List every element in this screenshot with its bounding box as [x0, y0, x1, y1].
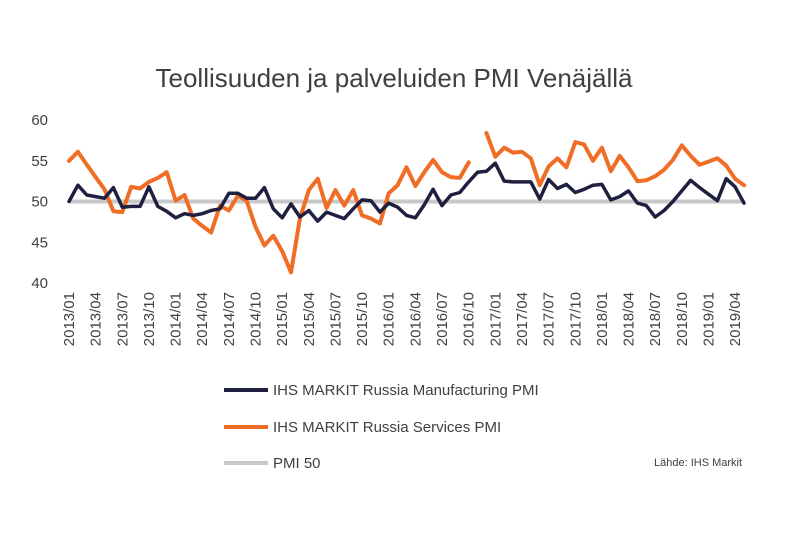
x-axis: 2013/01 2013/04 2013/07 2013/10 2014/01 2014/… [61, 292, 744, 346]
x-tick-label: 2019/04 [727, 292, 744, 346]
x-tick-label: 2016/01 [381, 292, 398, 346]
x-tick-label: 2018/10 [674, 292, 691, 346]
legend: IHS MARKIT Russia Manufacturing PMI IHS … [224, 382, 539, 472]
series-line-manufacturing [67, 161, 746, 223]
x-tick-label: 2016/04 [407, 292, 424, 346]
x-tick-label: 2015/10 [354, 292, 371, 346]
x-tick-label: 2016/10 [461, 292, 478, 346]
y-tick-label: 60 [31, 112, 48, 129]
legend-label-services: IHS MARKIT Russia Services PMI [273, 419, 501, 436]
x-tick-label: 2013/10 [141, 292, 158, 346]
plot-area [67, 131, 746, 275]
y-tick-label: 40 [31, 275, 48, 292]
x-tick-label: 2014/01 [168, 292, 185, 346]
x-tick-label: 2015/01 [274, 292, 291, 346]
x-tick-label: 2018/01 [594, 292, 611, 346]
x-tick-label: 2019/01 [700, 292, 717, 346]
y-tick-label: 45 [31, 234, 48, 251]
chart-title: Teollisuuden ja palveluiden PMI Venäjäll… [156, 63, 634, 93]
y-tick-label: 55 [31, 153, 48, 170]
x-tick-label: 2015/07 [327, 292, 344, 346]
x-tick-label: 2017/04 [514, 292, 531, 346]
x-tick-label: 2014/10 [248, 292, 265, 346]
legend-label-pmi50: PMI 50 [273, 455, 321, 472]
x-tick-label: 2017/01 [487, 292, 504, 346]
source-note: Lähde: IHS Markit [654, 457, 742, 469]
x-tick-label: 2015/04 [301, 292, 318, 346]
x-tick-label: 2013/01 [61, 292, 78, 346]
x-tick-label: 2018/04 [621, 292, 638, 346]
x-tick-label: 2017/10 [567, 292, 584, 346]
y-axis: 40 45 50 55 60 [31, 112, 48, 292]
x-tick-label: 2013/07 [114, 292, 131, 346]
x-tick-label: 2017/07 [541, 292, 558, 346]
x-tick-label: 2014/04 [194, 292, 211, 346]
x-tick-label: 2013/04 [88, 292, 105, 346]
series-line-services [67, 131, 746, 275]
y-tick-label: 50 [31, 194, 48, 211]
legend-label-manufacturing: IHS MARKIT Russia Manufacturing PMI [273, 382, 539, 399]
x-tick-label: 2016/07 [434, 292, 451, 346]
x-tick-label: 2014/07 [221, 292, 238, 346]
x-tick-label: 2018/07 [647, 292, 664, 346]
